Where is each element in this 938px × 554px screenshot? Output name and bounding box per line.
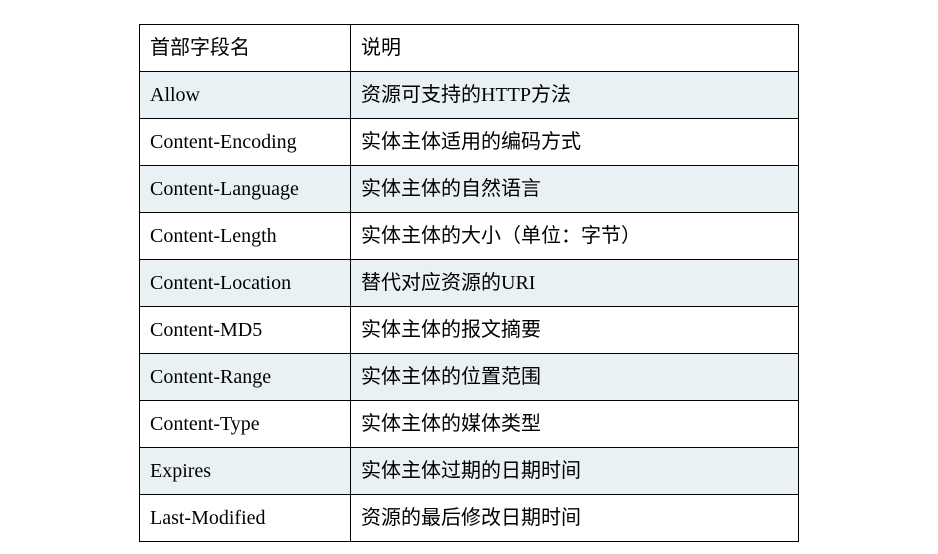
- field-desc-cell: 实体主体的自然语言: [351, 166, 799, 213]
- field-desc-cell: 实体主体的位置范围: [351, 354, 799, 401]
- table-row: Content-Range 实体主体的位置范围: [140, 354, 799, 401]
- field-desc-cell: 资源的最后修改日期时间: [351, 495, 799, 542]
- column-header-field-name: 首部字段名: [140, 25, 351, 72]
- table-row: Content-Encoding 实体主体适用的编码方式: [140, 119, 799, 166]
- field-name-cell: Content-Length: [140, 213, 351, 260]
- field-name-cell: Content-Range: [140, 354, 351, 401]
- table-row: Content-Location 替代对应资源的URI: [140, 260, 799, 307]
- table-row: Allow 资源可支持的HTTP方法: [140, 72, 799, 119]
- table-row: Content-Length 实体主体的大小（单位：字节）: [140, 213, 799, 260]
- field-name-cell: Content-Encoding: [140, 119, 351, 166]
- http-entity-headers-table: 首部字段名 说明 Allow 资源可支持的HTTP方法 Content-Enco…: [139, 24, 799, 542]
- field-name-cell: Allow: [140, 72, 351, 119]
- table-row: Content-Type 实体主体的媒体类型: [140, 401, 799, 448]
- table-header-row: 首部字段名 说明: [140, 25, 799, 72]
- field-name-cell: Last-Modified: [140, 495, 351, 542]
- column-header-description: 说明: [351, 25, 799, 72]
- field-desc-cell: 资源可支持的HTTP方法: [351, 72, 799, 119]
- field-desc-cell: 实体主体的媒体类型: [351, 401, 799, 448]
- field-name-cell: Expires: [140, 448, 351, 495]
- field-desc-cell: 实体主体适用的编码方式: [351, 119, 799, 166]
- table-row: Content-MD5 实体主体的报文摘要: [140, 307, 799, 354]
- field-desc-cell: 实体主体过期的日期时间: [351, 448, 799, 495]
- table-row: Last-Modified 资源的最后修改日期时间: [140, 495, 799, 542]
- field-name-cell: Content-Location: [140, 260, 351, 307]
- table-row: Content-Language 实体主体的自然语言: [140, 166, 799, 213]
- field-desc-cell: 实体主体的报文摘要: [351, 307, 799, 354]
- field-desc-cell: 替代对应资源的URI: [351, 260, 799, 307]
- field-name-cell: Content-Type: [140, 401, 351, 448]
- field-desc-cell: 实体主体的大小（单位：字节）: [351, 213, 799, 260]
- field-name-cell: Content-MD5: [140, 307, 351, 354]
- table-row: Expires 实体主体过期的日期时间: [140, 448, 799, 495]
- field-name-cell: Content-Language: [140, 166, 351, 213]
